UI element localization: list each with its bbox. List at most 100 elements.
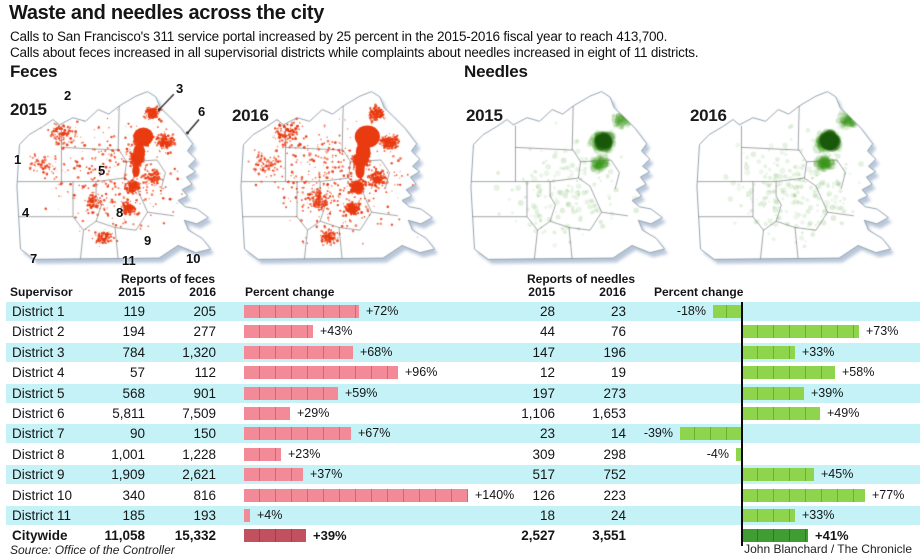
feces-2016-cell: 150 [193, 426, 216, 442]
needles-change-bar [742, 325, 859, 339]
feces-change-bar [244, 529, 306, 543]
feces-2015-cell: 1,001 [111, 446, 145, 462]
needles-change-bar [742, 345, 795, 359]
map-canvas-needles-2016 [686, 84, 910, 276]
needles-2015-cell: 1,106 [521, 406, 555, 421]
feces-change-label: +96% [405, 365, 438, 380]
district-cell: District 1 [12, 304, 65, 319]
feces-change-bar [244, 345, 353, 359]
needles-2015-cell: 12 [539, 365, 555, 381]
feces-2015-cell: 1,909 [111, 467, 145, 483]
needles-section-label: Needles [464, 62, 528, 81]
feces-change-bar [244, 488, 468, 502]
needles-change-label: -39% [643, 426, 673, 441]
district-number-label: 2 [64, 88, 72, 103]
subtitle-line-2: Calls about feces increased in all super… [10, 45, 699, 60]
district-cell: District 9 [12, 467, 65, 483]
feces-change-bar [244, 407, 290, 420]
needles-2016-cell: 14 [610, 426, 626, 442]
feces-change-label: +39% [313, 528, 347, 544]
map-panel-needles-2015: 2015 [460, 84, 684, 276]
row-stripe [6, 302, 920, 321]
row-stripe [6, 465, 920, 485]
needles-change-bar [742, 529, 808, 543]
district-cell: District 11 [12, 508, 72, 523]
needles-change-label: +45% [821, 467, 854, 482]
map-canvas-feces-2016 [230, 84, 454, 276]
district-cell: District 10 [12, 487, 73, 503]
needles-2015-cell: 126 [532, 487, 555, 503]
feces-2015-cell: 568 [122, 385, 145, 401]
row-stripe [6, 506, 920, 525]
map-year-label: 2015 [10, 100, 47, 119]
district-cell: District 7 [12, 426, 65, 442]
feces-2015-cell: 90 [129, 426, 145, 442]
district-cell: District 8 [12, 446, 65, 462]
feces-percent-change-header: Percent change [245, 285, 335, 299]
feces-change-label: +23% [288, 446, 321, 461]
needles-change-label: +41% [815, 528, 849, 544]
district-number-label: 6 [198, 104, 206, 119]
feces-change-label: +68% [360, 344, 393, 359]
feces-change-bar [244, 468, 303, 482]
needles-2016-cell: 298 [603, 446, 626, 462]
district-cell: District 5 [12, 385, 65, 401]
map-canvas-feces-2015 [6, 84, 230, 276]
needles-2016-cell: 273 [603, 385, 626, 401]
needles-change-label: +49% [827, 406, 860, 420]
feces-change-bar [244, 427, 351, 441]
feces-2015-column-header: 2015 [118, 285, 145, 299]
needles-change-bar [742, 509, 795, 522]
needles-2015-cell: 18 [539, 508, 555, 523]
needles-2016-cell: 23 [610, 304, 626, 319]
needles-2015-cell: 28 [539, 304, 555, 319]
district-number-label: 9 [144, 233, 152, 248]
district-number-label: 1 [14, 152, 22, 167]
feces-2015-cell: 119 [123, 304, 145, 319]
feces-2016-cell: 15,332 [174, 528, 216, 544]
source-note: Source: Office of the Controller [10, 543, 175, 557]
table-row: District 3 784 1,320 147 196 +68% +33% [0, 342, 920, 363]
needles-2016-cell: 223 [603, 487, 626, 503]
needles-change-bar [742, 366, 835, 380]
needles-2016-cell: 196 [603, 344, 626, 360]
table-row: District 8 1,001 1,228 309 298 +23% -4% [0, 445, 920, 465]
needles-2016-cell: 3,551 [592, 528, 626, 544]
feces-2016-cell: 901 [193, 385, 216, 401]
map-year-label: 2016 [690, 106, 727, 125]
feces-change-label: +43% [320, 324, 353, 339]
table-row: District 5 568 901 197 273 +59% +39% [0, 383, 920, 404]
table-row: District 10 340 816 126 223 +140% +77% [0, 486, 920, 506]
district-number-label: 8 [116, 205, 124, 220]
district-number-label: 11 [122, 253, 136, 268]
feces-2015-cell: 194 [122, 324, 145, 340]
needles-2015-column-header: 2015 [528, 285, 555, 299]
feces-section-label: Feces [10, 62, 58, 81]
district-cell: District 4 [12, 365, 65, 381]
district-number-label: 10 [186, 251, 201, 266]
feces-2015-cell: 340 [122, 487, 145, 503]
district-number-label: 7 [30, 251, 38, 266]
page-title: Waste and needles across the city [9, 2, 325, 24]
table-row: District 4 57 112 12 19 +96% +58% [0, 363, 920, 383]
needles-change-bar [742, 407, 820, 420]
needles-2015-cell: 2,527 [521, 528, 555, 544]
needles-percent-change-header: Percent change [654, 285, 744, 299]
feces-change-label: +37% [310, 467, 343, 482]
feces-2015-cell: 185 [122, 508, 145, 523]
district-number-label: 3 [176, 81, 184, 96]
district-cell: Citywide [12, 528, 68, 544]
needles-2016-cell: 1,653 [592, 406, 626, 421]
district-number-label: 5 [98, 163, 106, 178]
table-row: Citywide 11,058 15,332 2,527 3,551 +39% +41% [0, 526, 920, 546]
map-panel-needles-2016: 2016 [686, 84, 910, 276]
needles-change-label: +73% [866, 324, 899, 339]
feces-change-bar [244, 386, 338, 400]
feces-group-header: Reports of feces [120, 272, 216, 286]
district-cell: District 3 [12, 344, 65, 360]
needles-change-label: +39% [811, 385, 844, 400]
feces-2016-cell: 1,320 [182, 344, 216, 360]
table-row: District 2 194 277 44 76 +43% +73% [0, 322, 920, 342]
needles-2016-cell: 24 [610, 508, 626, 523]
